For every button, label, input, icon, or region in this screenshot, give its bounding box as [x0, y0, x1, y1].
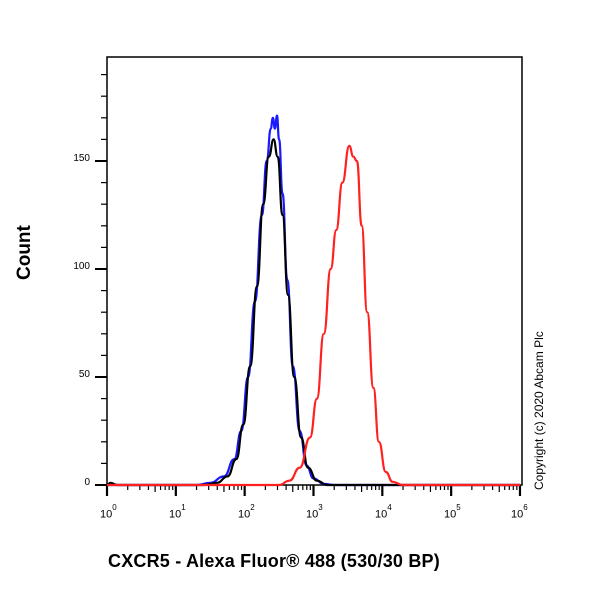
x-tick-label: 103	[306, 503, 323, 521]
copyright-notice: Copyright (c) 2020 Abcam Plc	[532, 331, 546, 490]
x-tick-label: 105	[444, 503, 461, 521]
curves	[106, 114, 520, 487]
x-tick-label: 106	[511, 503, 528, 521]
black-histogram-curve	[106, 138, 520, 487]
blue-histogram-curve	[107, 114, 520, 487]
x-tick-label: 104	[375, 503, 392, 521]
x-tick-label: 102	[238, 503, 255, 521]
y-axis-label: Count	[14, 225, 35, 280]
y-tick-label: 50	[78, 369, 90, 380]
x-tick-label: 101	[169, 503, 186, 521]
y-tick-label: 100	[73, 261, 90, 272]
y-tick-label: 0	[84, 477, 90, 488]
axes	[95, 73, 522, 496]
x-axis-label: CXCR5 - Alexa Fluor® 488 (530/30 BP)	[108, 551, 440, 571]
plot-frame	[106, 56, 523, 486]
red-histogram-curve	[107, 144, 520, 487]
y-tick-label: 150	[73, 153, 90, 164]
x-tick-label: 100	[100, 503, 117, 521]
